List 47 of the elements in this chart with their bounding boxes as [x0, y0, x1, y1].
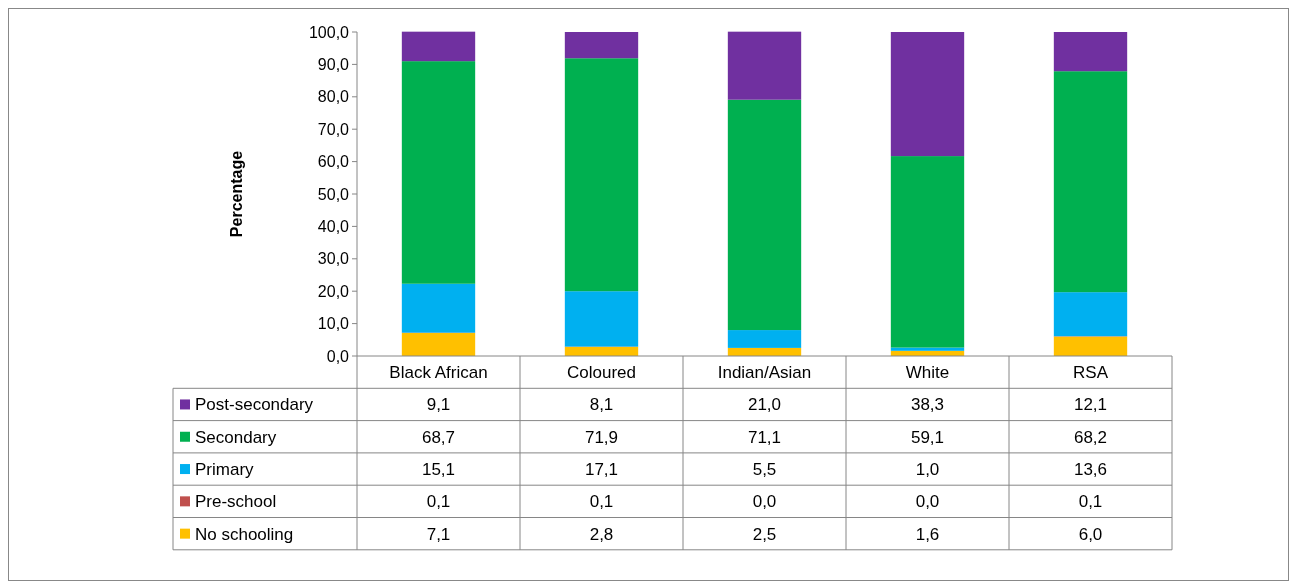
y-tick-label: 100,0 [308, 23, 350, 41]
data-label: 0,0 [752, 492, 777, 512]
data-label: 12,1 [1073, 395, 1108, 415]
y-tick-label: 60,0 [317, 153, 350, 171]
y-tick-label: 20,0 [317, 282, 350, 300]
data-label: 2,5 [752, 524, 777, 544]
data-label: 0,1 [1078, 492, 1103, 512]
data-label: 1,6 [915, 524, 940, 544]
x-tick-label: White [905, 363, 950, 383]
data-label: 0,1 [589, 492, 614, 512]
data-label: 0,1 [426, 492, 451, 512]
data-label: 0,0 [915, 492, 940, 512]
data-label: 5,5 [752, 460, 777, 479]
legend-label: Pre-school [195, 492, 277, 512]
x-tick-label: Black African [389, 363, 488, 383]
x-tick-label: RSA [1073, 363, 1109, 383]
y-tick-label: 30,0 [317, 250, 350, 268]
data-label: 9,1 [426, 395, 451, 415]
data-label: 13,6 [1073, 460, 1108, 479]
x-tick-label: Coloured [567, 363, 636, 383]
data-label: 2,8 [589, 524, 614, 544]
y-tick-label: 10,0 [317, 315, 350, 333]
y-axis-title: Percentage [228, 150, 245, 238]
y-tick-label: 0,0 [326, 347, 350, 365]
x-tick-label: Indian/Asian [717, 363, 812, 383]
y-tick-label: 40,0 [317, 218, 350, 235]
data-label: 17,1 [584, 460, 619, 479]
data-label: 59,1 [910, 427, 945, 447]
data-label: 21,0 [747, 395, 782, 415]
data-label: 38,3 [910, 395, 945, 415]
legend-label: Post-secondary [195, 395, 314, 415]
legend-label: Primary [195, 460, 255, 479]
data-label: 8,1 [589, 395, 614, 415]
data-label: 71,9 [584, 427, 619, 447]
data-label: 15,1 [421, 460, 456, 479]
data-label: 68,2 [1073, 427, 1108, 447]
data-label: 1,0 [915, 460, 940, 479]
data-label: 68,7 [421, 427, 456, 447]
y-tick-label: 50,0 [317, 185, 350, 203]
data-label: 71,1 [747, 427, 782, 447]
legend-label: Secondary [195, 427, 277, 447]
data-label: 7,1 [426, 524, 451, 544]
y-tick-label: 70,0 [317, 120, 350, 138]
y-tick-label: 80,0 [317, 88, 350, 106]
legend-label: No schooling [195, 524, 294, 544]
y-tick-label: 90,0 [317, 56, 350, 73]
data-label: 6,0 [1078, 524, 1103, 544]
